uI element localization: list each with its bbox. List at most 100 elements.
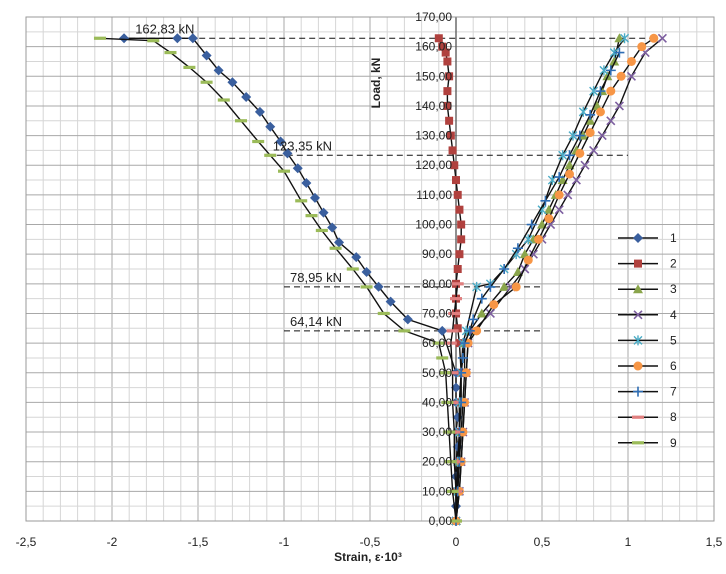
y-tick-label: 80,00 xyxy=(422,277,452,291)
data-point xyxy=(633,335,643,346)
legend-label: 5 xyxy=(670,333,677,347)
data-point xyxy=(464,325,475,336)
data-point xyxy=(632,441,644,445)
data-point xyxy=(526,219,537,230)
series-line xyxy=(455,37,626,522)
annotation-label: 78,95 kN xyxy=(290,270,342,285)
data-point xyxy=(439,371,452,375)
data-point xyxy=(441,48,450,57)
legend-item: 9 xyxy=(618,436,677,450)
data-point xyxy=(455,339,464,348)
data-point xyxy=(649,33,659,43)
series-line xyxy=(99,37,457,522)
data-point xyxy=(93,36,106,40)
data-point xyxy=(459,338,470,349)
data-point xyxy=(564,160,575,170)
legend-label: 7 xyxy=(670,385,677,399)
data-point xyxy=(385,296,396,307)
y-tick-label: 40,00 xyxy=(422,395,452,409)
x-tick-label: -2,5 xyxy=(16,535,37,549)
data-point xyxy=(597,131,607,141)
data-point xyxy=(164,50,177,55)
data-point xyxy=(575,148,585,158)
y-tick-label: 20,00 xyxy=(422,455,452,469)
data-point xyxy=(446,329,459,333)
y-tick-label: 100,00 xyxy=(415,218,452,232)
data-point xyxy=(512,243,523,254)
data-point xyxy=(633,233,643,243)
data-point xyxy=(633,310,643,320)
data-point xyxy=(511,282,521,292)
y-tick-label: 140,00 xyxy=(415,99,452,113)
data-point xyxy=(217,98,230,102)
data-point xyxy=(485,281,496,292)
legend-label: 3 xyxy=(670,282,677,296)
data-point xyxy=(580,160,590,170)
data-point xyxy=(301,178,312,189)
data-point xyxy=(499,264,510,274)
data-point xyxy=(200,80,213,84)
x-axis-title: Strain, ε·10³ xyxy=(334,550,402,564)
data-point xyxy=(472,326,482,336)
data-point xyxy=(282,148,293,159)
data-point xyxy=(485,308,495,319)
data-point xyxy=(614,47,625,58)
data-point xyxy=(585,109,596,120)
y-tick-label: 90,00 xyxy=(422,247,452,261)
data-point xyxy=(568,130,578,141)
data-point xyxy=(450,297,462,301)
data-point xyxy=(402,314,413,325)
data-point xyxy=(437,325,448,336)
data-point xyxy=(626,71,637,81)
legend-item: 8 xyxy=(618,410,677,424)
data-point xyxy=(275,136,286,147)
data-point xyxy=(183,65,196,69)
data-point xyxy=(254,106,265,117)
data-point xyxy=(444,341,457,345)
data-point xyxy=(334,237,345,248)
data-point xyxy=(589,86,599,97)
data-point xyxy=(461,368,471,378)
data-point xyxy=(448,146,457,155)
data-point xyxy=(441,400,454,405)
data-point xyxy=(213,65,224,76)
series-9 xyxy=(93,36,462,523)
data-point xyxy=(445,72,454,81)
data-point xyxy=(605,65,616,76)
data-point xyxy=(241,92,252,103)
legend-label: 6 xyxy=(670,359,677,373)
data-point xyxy=(453,265,462,273)
y-tick-label: 130,00 xyxy=(415,129,452,143)
legend-item: 7 xyxy=(618,385,677,399)
data-point xyxy=(453,324,462,333)
data-point xyxy=(432,341,445,345)
data-point xyxy=(451,382,461,393)
data-point xyxy=(434,34,443,43)
data-point xyxy=(626,56,636,66)
data-point xyxy=(457,235,466,244)
x-tick-label: -2 xyxy=(107,535,118,549)
data-point xyxy=(235,119,247,123)
data-point xyxy=(564,150,575,161)
data-point xyxy=(554,190,564,200)
x-tick-label: -1 xyxy=(279,535,290,549)
tick-labels: -2,5 -2 -1,5 -1 -0,5 0 0,5 1 1,5 0,00 10,00 20,00 30… xyxy=(16,10,723,549)
series-6 xyxy=(451,33,659,526)
data-point xyxy=(455,205,464,214)
data-point xyxy=(637,42,647,52)
data-point xyxy=(327,222,338,233)
y-tick-label: 110,00 xyxy=(416,188,452,202)
data-point xyxy=(201,50,212,61)
legend-label: 9 xyxy=(670,436,677,450)
y-tick-label: 30,00 xyxy=(422,425,452,439)
data-point xyxy=(606,116,616,126)
data-point xyxy=(444,460,457,464)
legend-item: 3 xyxy=(618,282,677,296)
legend-item: 4 xyxy=(618,308,677,322)
data-point xyxy=(265,121,276,132)
data-point xyxy=(558,150,568,161)
data-point xyxy=(523,255,533,265)
data-point xyxy=(476,308,487,318)
data-point xyxy=(443,57,452,66)
